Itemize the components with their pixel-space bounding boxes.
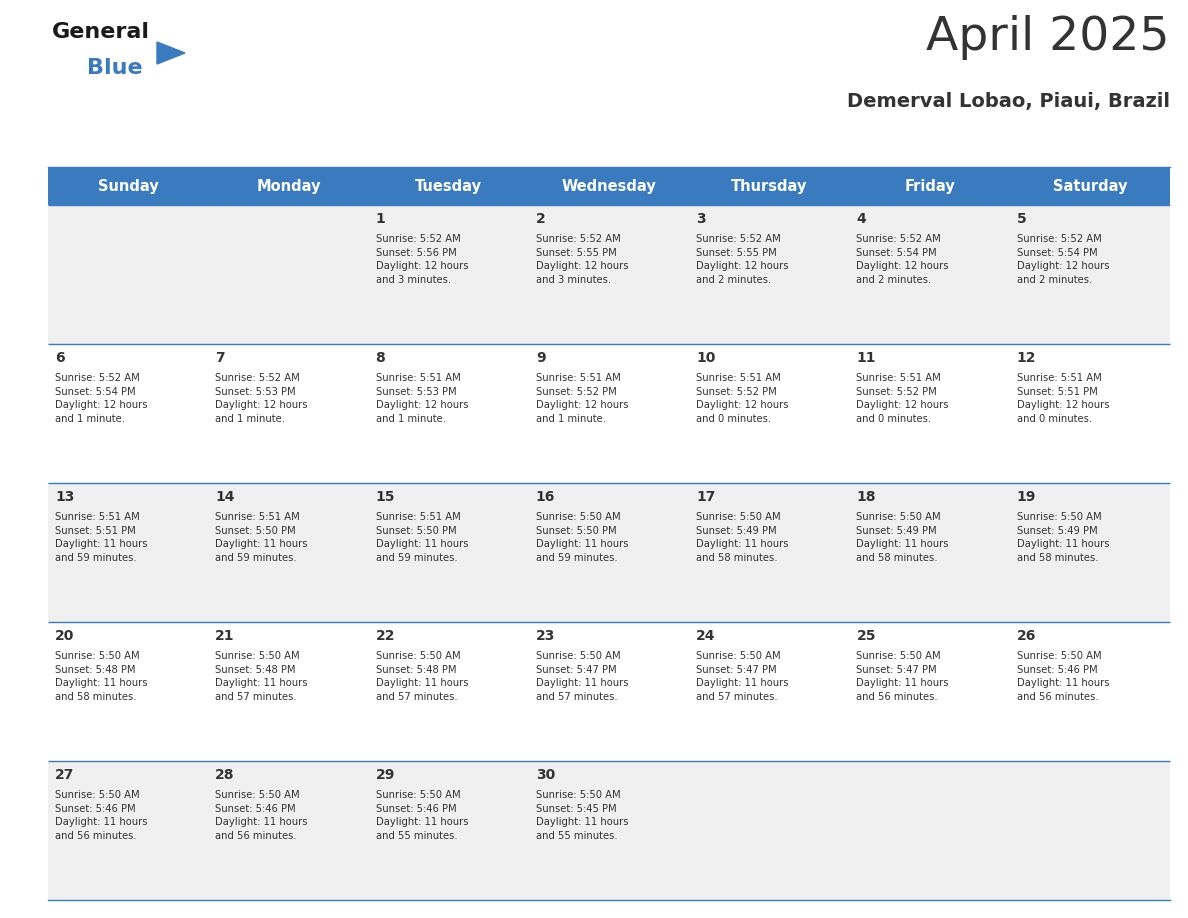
- Bar: [48, 205, 1170, 344]
- Text: Sunrise: 5:50 AM
Sunset: 5:48 PM
Daylight: 11 hours
and 57 minutes.: Sunrise: 5:50 AM Sunset: 5:48 PM Dayligh…: [375, 651, 468, 701]
- Text: Sunrise: 5:50 AM
Sunset: 5:46 PM
Daylight: 11 hours
and 56 minutes.: Sunrise: 5:50 AM Sunset: 5:46 PM Dayligh…: [55, 790, 147, 841]
- Text: 4: 4: [857, 212, 866, 226]
- Text: Sunrise: 5:50 AM
Sunset: 5:50 PM
Daylight: 11 hours
and 59 minutes.: Sunrise: 5:50 AM Sunset: 5:50 PM Dayligh…: [536, 512, 628, 563]
- Text: Sunrise: 5:50 AM
Sunset: 5:49 PM
Daylight: 11 hours
and 58 minutes.: Sunrise: 5:50 AM Sunset: 5:49 PM Dayligh…: [1017, 512, 1110, 563]
- Text: 28: 28: [215, 768, 235, 782]
- Text: 17: 17: [696, 490, 715, 504]
- Text: 23: 23: [536, 629, 555, 643]
- Text: April 2025: April 2025: [927, 15, 1170, 60]
- Text: Sunrise: 5:50 AM
Sunset: 5:47 PM
Daylight: 11 hours
and 57 minutes.: Sunrise: 5:50 AM Sunset: 5:47 PM Dayligh…: [536, 651, 628, 701]
- Text: Sunrise: 5:51 AM
Sunset: 5:51 PM
Daylight: 12 hours
and 0 minutes.: Sunrise: 5:51 AM Sunset: 5:51 PM Dayligh…: [1017, 373, 1110, 424]
- Text: Sunrise: 5:52 AM
Sunset: 5:55 PM
Daylight: 12 hours
and 2 minutes.: Sunrise: 5:52 AM Sunset: 5:55 PM Dayligh…: [696, 234, 789, 285]
- Text: 26: 26: [1017, 629, 1036, 643]
- Text: Sunrise: 5:51 AM
Sunset: 5:53 PM
Daylight: 12 hours
and 1 minute.: Sunrise: 5:51 AM Sunset: 5:53 PM Dayligh…: [375, 373, 468, 424]
- Text: 14: 14: [215, 490, 235, 504]
- Text: 3: 3: [696, 212, 706, 226]
- Text: 24: 24: [696, 629, 715, 643]
- Bar: [48, 622, 1170, 761]
- Text: Friday: Friday: [904, 178, 955, 194]
- Text: Sunrise: 5:52 AM
Sunset: 5:54 PM
Daylight: 12 hours
and 2 minutes.: Sunrise: 5:52 AM Sunset: 5:54 PM Dayligh…: [857, 234, 949, 285]
- Text: 9: 9: [536, 351, 545, 365]
- Text: Sunrise: 5:52 AM
Sunset: 5:53 PM
Daylight: 12 hours
and 1 minute.: Sunrise: 5:52 AM Sunset: 5:53 PM Dayligh…: [215, 373, 308, 424]
- Text: Sunrise: 5:52 AM
Sunset: 5:54 PM
Daylight: 12 hours
and 2 minutes.: Sunrise: 5:52 AM Sunset: 5:54 PM Dayligh…: [1017, 234, 1110, 285]
- Text: Sunrise: 5:50 AM
Sunset: 5:46 PM
Daylight: 11 hours
and 56 minutes.: Sunrise: 5:50 AM Sunset: 5:46 PM Dayligh…: [215, 790, 308, 841]
- Text: 19: 19: [1017, 490, 1036, 504]
- Bar: [48, 761, 1170, 900]
- Text: 2: 2: [536, 212, 545, 226]
- Text: Sunrise: 5:50 AM
Sunset: 5:46 PM
Daylight: 11 hours
and 56 minutes.: Sunrise: 5:50 AM Sunset: 5:46 PM Dayligh…: [1017, 651, 1110, 701]
- Text: Sunrise: 5:50 AM
Sunset: 5:47 PM
Daylight: 11 hours
and 56 minutes.: Sunrise: 5:50 AM Sunset: 5:47 PM Dayligh…: [857, 651, 949, 701]
- Text: Sunrise: 5:50 AM
Sunset: 5:48 PM
Daylight: 11 hours
and 57 minutes.: Sunrise: 5:50 AM Sunset: 5:48 PM Dayligh…: [215, 651, 308, 701]
- Text: 10: 10: [696, 351, 715, 365]
- Bar: [48, 167, 1170, 205]
- Text: Sunrise: 5:50 AM
Sunset: 5:46 PM
Daylight: 11 hours
and 55 minutes.: Sunrise: 5:50 AM Sunset: 5:46 PM Dayligh…: [375, 790, 468, 841]
- Text: Blue: Blue: [87, 58, 143, 78]
- Text: Thursday: Thursday: [731, 178, 808, 194]
- Text: 8: 8: [375, 351, 385, 365]
- Text: 25: 25: [857, 629, 876, 643]
- Text: 6: 6: [55, 351, 64, 365]
- Text: 7: 7: [215, 351, 225, 365]
- Text: Sunrise: 5:51 AM
Sunset: 5:50 PM
Daylight: 11 hours
and 59 minutes.: Sunrise: 5:51 AM Sunset: 5:50 PM Dayligh…: [215, 512, 308, 563]
- Polygon shape: [157, 42, 185, 64]
- Text: Sunrise: 5:51 AM
Sunset: 5:51 PM
Daylight: 11 hours
and 59 minutes.: Sunrise: 5:51 AM Sunset: 5:51 PM Dayligh…: [55, 512, 147, 563]
- Text: 30: 30: [536, 768, 555, 782]
- Text: Sunrise: 5:50 AM
Sunset: 5:45 PM
Daylight: 11 hours
and 55 minutes.: Sunrise: 5:50 AM Sunset: 5:45 PM Dayligh…: [536, 790, 628, 841]
- Text: Sunday: Sunday: [97, 178, 158, 194]
- Text: 11: 11: [857, 351, 876, 365]
- Text: Sunrise: 5:51 AM
Sunset: 5:52 PM
Daylight: 12 hours
and 1 minute.: Sunrise: 5:51 AM Sunset: 5:52 PM Dayligh…: [536, 373, 628, 424]
- Text: General: General: [52, 22, 150, 42]
- Text: Sunrise: 5:50 AM
Sunset: 5:49 PM
Daylight: 11 hours
and 58 minutes.: Sunrise: 5:50 AM Sunset: 5:49 PM Dayligh…: [857, 512, 949, 563]
- Text: 5: 5: [1017, 212, 1026, 226]
- Text: Sunrise: 5:50 AM
Sunset: 5:49 PM
Daylight: 11 hours
and 58 minutes.: Sunrise: 5:50 AM Sunset: 5:49 PM Dayligh…: [696, 512, 789, 563]
- Text: 18: 18: [857, 490, 876, 504]
- Text: Sunrise: 5:52 AM
Sunset: 5:54 PM
Daylight: 12 hours
and 1 minute.: Sunrise: 5:52 AM Sunset: 5:54 PM Dayligh…: [55, 373, 147, 424]
- Text: Monday: Monday: [257, 178, 321, 194]
- Text: 16: 16: [536, 490, 555, 504]
- Text: Sunrise: 5:51 AM
Sunset: 5:50 PM
Daylight: 11 hours
and 59 minutes.: Sunrise: 5:51 AM Sunset: 5:50 PM Dayligh…: [375, 512, 468, 563]
- Text: Sunrise: 5:50 AM
Sunset: 5:48 PM
Daylight: 11 hours
and 58 minutes.: Sunrise: 5:50 AM Sunset: 5:48 PM Dayligh…: [55, 651, 147, 701]
- Text: Sunrise: 5:51 AM
Sunset: 5:52 PM
Daylight: 12 hours
and 0 minutes.: Sunrise: 5:51 AM Sunset: 5:52 PM Dayligh…: [696, 373, 789, 424]
- Text: Sunrise: 5:51 AM
Sunset: 5:52 PM
Daylight: 12 hours
and 0 minutes.: Sunrise: 5:51 AM Sunset: 5:52 PM Dayligh…: [857, 373, 949, 424]
- Text: 29: 29: [375, 768, 394, 782]
- Text: 21: 21: [215, 629, 235, 643]
- Text: 27: 27: [55, 768, 75, 782]
- Text: 13: 13: [55, 490, 75, 504]
- Text: 1: 1: [375, 212, 385, 226]
- Bar: [48, 344, 1170, 483]
- Text: Wednesday: Wednesday: [562, 178, 657, 194]
- Text: Sunrise: 5:50 AM
Sunset: 5:47 PM
Daylight: 11 hours
and 57 minutes.: Sunrise: 5:50 AM Sunset: 5:47 PM Dayligh…: [696, 651, 789, 701]
- Text: Saturday: Saturday: [1053, 178, 1127, 194]
- Bar: [48, 483, 1170, 622]
- Text: 15: 15: [375, 490, 396, 504]
- Text: 20: 20: [55, 629, 75, 643]
- Text: Sunrise: 5:52 AM
Sunset: 5:56 PM
Daylight: 12 hours
and 3 minutes.: Sunrise: 5:52 AM Sunset: 5:56 PM Dayligh…: [375, 234, 468, 285]
- Text: Tuesday: Tuesday: [416, 178, 482, 194]
- Text: Sunrise: 5:52 AM
Sunset: 5:55 PM
Daylight: 12 hours
and 3 minutes.: Sunrise: 5:52 AM Sunset: 5:55 PM Dayligh…: [536, 234, 628, 285]
- Text: Demerval Lobao, Piaui, Brazil: Demerval Lobao, Piaui, Brazil: [847, 92, 1170, 111]
- Text: 22: 22: [375, 629, 396, 643]
- Text: 12: 12: [1017, 351, 1036, 365]
